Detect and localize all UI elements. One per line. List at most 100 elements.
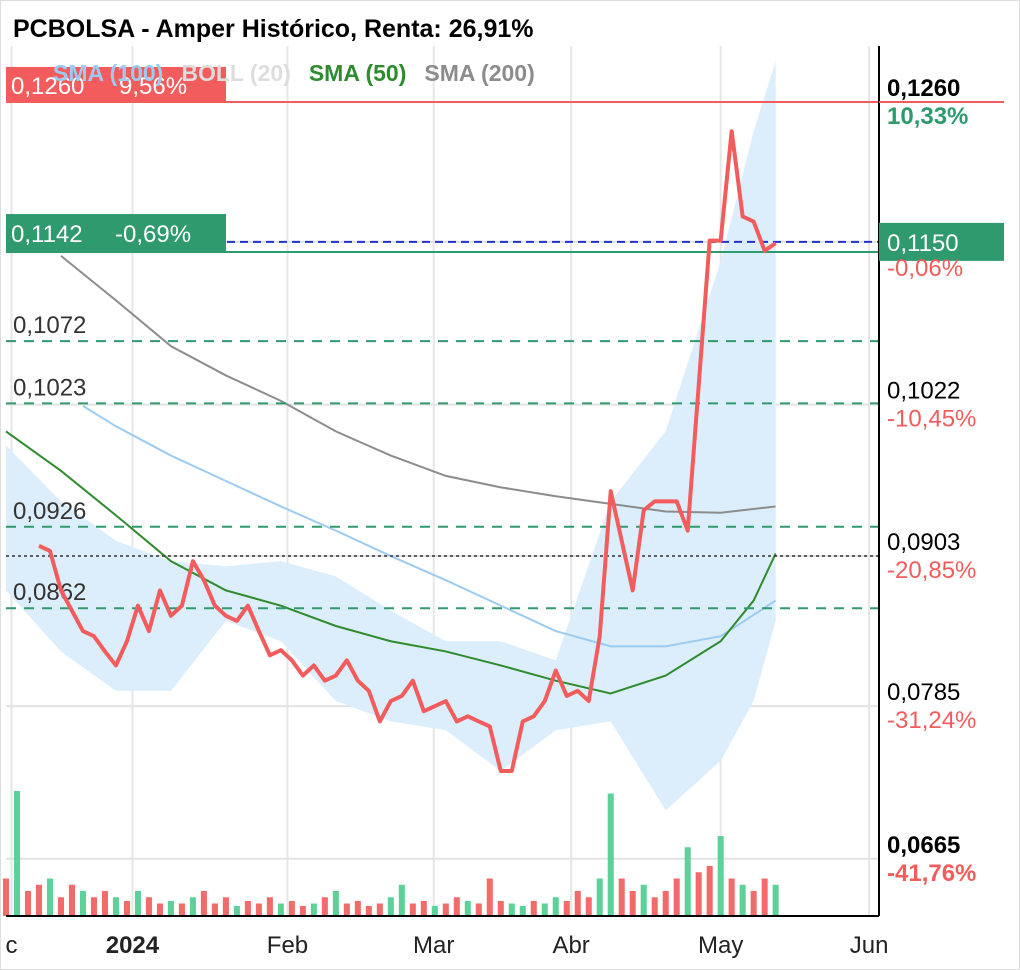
- volume-bar: [310, 903, 317, 916]
- volume-bar: [68, 884, 75, 916]
- volume-bar: [750, 891, 757, 916]
- last-box: [879, 222, 1004, 261]
- indicator-line: [60, 255, 776, 514]
- x-tick-label: Feb: [267, 932, 308, 959]
- max-change: 9,56%: [119, 73, 187, 100]
- x-tick-label: Mar: [413, 932, 454, 959]
- volume-bar: [189, 897, 196, 916]
- volume-bar: [640, 884, 647, 916]
- volume-bar: [365, 906, 372, 916]
- y-tick-change: 10,33%: [887, 103, 968, 130]
- volume-bar: [475, 903, 482, 916]
- volume-bar: [101, 891, 108, 916]
- volume-bar: [178, 903, 185, 916]
- y-tick-label: 0,0785: [887, 679, 960, 706]
- volume-bar: [695, 872, 702, 916]
- level-label: 0,1023: [13, 374, 86, 401]
- volume-bar: [200, 891, 207, 916]
- price-line: [38, 129, 777, 773]
- volume-bar: [288, 901, 295, 916]
- volume-bar: [409, 903, 416, 916]
- volume-bar: [596, 878, 603, 916]
- indicator-line: [5, 430, 777, 695]
- y-tick-change: -0,06%: [887, 255, 963, 282]
- volume-bar: [156, 903, 163, 916]
- volume-bar: [24, 891, 32, 916]
- volume-bar: [332, 891, 339, 916]
- volume-bar: [123, 901, 130, 916]
- volume-bar: [684, 847, 691, 916]
- volume-bar: [772, 884, 779, 916]
- volume-bar: [717, 836, 724, 916]
- volume-bar: [486, 878, 493, 916]
- volume-bar: [761, 878, 768, 916]
- volume-bar: [541, 903, 548, 916]
- chart-title: PCBOLSA - Amper Histórico, Renta: 26,91%: [13, 15, 533, 43]
- volume-bar: [35, 884, 43, 916]
- volume-bar: [222, 897, 229, 916]
- x-tick-label: Abr: [552, 932, 589, 959]
- volume-bar: [277, 903, 284, 916]
- y-tick-label: 0,1260: [887, 75, 960, 102]
- volume-bar: [211, 903, 218, 916]
- volume-bar: [46, 878, 54, 916]
- max-label: 0,1260: [11, 73, 84, 100]
- legend-entry: SMA (200): [424, 60, 534, 86]
- volume-bar: [508, 903, 515, 916]
- volume-bar: [497, 901, 504, 916]
- y-tick-label: 0,0665: [887, 832, 960, 859]
- volume-bar: [530, 901, 537, 916]
- volume-bar: [585, 897, 592, 916]
- volume-bar: [387, 897, 394, 916]
- reference-box: [6, 214, 226, 253]
- level-label: 0,0862: [13, 579, 86, 606]
- y-tick-change: -20,85%: [887, 557, 976, 584]
- volume-bar: [90, 897, 97, 916]
- reference-label: 0,1142: [11, 221, 83, 248]
- y-tick-change: -10,45%: [887, 406, 976, 433]
- volume-bar: [519, 906, 526, 916]
- x-tick-label: Jun: [850, 932, 889, 959]
- volume-bar: [255, 903, 262, 916]
- volume-bar: [453, 897, 460, 916]
- volume-bar: [13, 791, 21, 916]
- volume-bar: [607, 793, 614, 916]
- volume-bar: [706, 866, 713, 916]
- volume-bar: [343, 903, 350, 916]
- volume-bar: [464, 901, 471, 916]
- y-tick-change: -31,24%: [887, 707, 976, 734]
- volume-bar: [57, 897, 64, 916]
- volume-bar: [2, 878, 10, 916]
- volume-bar: [145, 897, 152, 916]
- right-panel: [880, 46, 1019, 921]
- x-tick-label: 2024: [106, 932, 160, 959]
- legend-entry: SMA (100): [53, 60, 163, 86]
- volume-bar: [618, 878, 625, 916]
- volume-bar: [376, 903, 383, 916]
- y-tick-change: -41,76%: [887, 860, 976, 887]
- reference-change: -0,69%: [115, 221, 191, 248]
- volume-bar: [739, 884, 746, 916]
- volume-bar: [431, 906, 438, 916]
- volume-bar: [629, 891, 636, 916]
- volume-bar: [266, 897, 273, 916]
- volume-bar: [167, 901, 174, 916]
- volume-bar: [134, 891, 141, 916]
- volume-bar: [662, 891, 669, 916]
- volume-bar: [420, 901, 427, 916]
- volume-bar: [673, 878, 680, 916]
- volume-bar: [398, 884, 405, 916]
- legend-entry: BOLL (20): [181, 60, 290, 86]
- max-box: [6, 66, 226, 102]
- level-label: 0,0926: [13, 498, 86, 525]
- x-tick-label: c: [5, 932, 17, 959]
- volume-bar: [354, 901, 361, 916]
- y-tick-label: 0,1022: [887, 378, 960, 405]
- legend-entry: SMA (50): [309, 60, 407, 86]
- volume-bar: [112, 897, 119, 916]
- x-tick-label: May: [698, 932, 743, 959]
- volume-bar: [552, 897, 559, 916]
